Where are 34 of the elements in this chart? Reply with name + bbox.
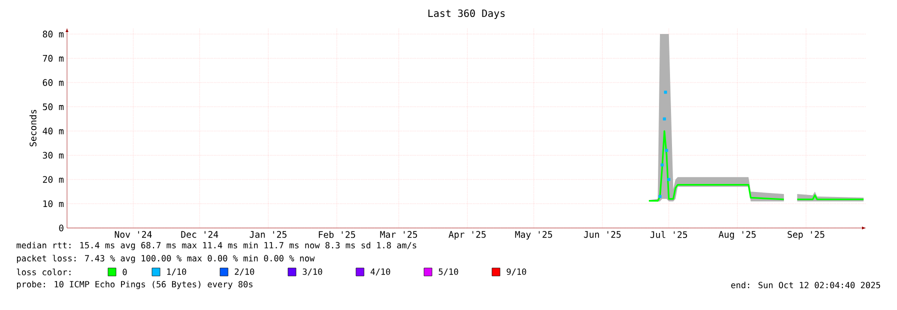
y-tick-label: 40 m bbox=[42, 128, 64, 134]
y-tick-label: 30 m bbox=[42, 152, 64, 159]
legend-label: 0 bbox=[122, 268, 127, 276]
y-tick-label: 70 m bbox=[42, 54, 64, 62]
x-tick-label: May '25 bbox=[515, 231, 552, 240]
y-tick-label: 60 m bbox=[42, 79, 64, 86]
x-tick-label: Dec '24 bbox=[181, 231, 218, 238]
x-tick-label: Aug '25 bbox=[718, 231, 756, 240]
y-tick-label: 50 m bbox=[42, 103, 64, 110]
y-axis-title: Seconds bbox=[29, 110, 36, 146]
y-tick-label: 20 m bbox=[42, 176, 64, 183]
y-tick-label: 80 m bbox=[42, 30, 64, 38]
legend-title: loss color: bbox=[16, 268, 70, 276]
legend-label: 2/10 bbox=[234, 268, 254, 276]
x-tick-label: Jun '25 bbox=[584, 231, 621, 238]
legend-label: 9/10 bbox=[506, 268, 526, 276]
legend-label: 1/10 bbox=[167, 268, 186, 276]
legend-label: 3/10 bbox=[302, 268, 322, 276]
legend-label: 4/10 bbox=[370, 268, 390, 276]
y-tick-label: 0 bbox=[59, 224, 64, 232]
x-tick-label: Nov '24 bbox=[114, 231, 152, 238]
x-tick-label: Sep '25 bbox=[788, 231, 824, 240]
x-tick-label: Jan '25 bbox=[250, 231, 286, 238]
legend-label: 5/10 bbox=[438, 268, 458, 276]
x-tick-label: Apr '25 bbox=[448, 231, 486, 240]
x-tick-label: Jul '25 bbox=[650, 231, 688, 238]
text: packet loss: 7.43 % avg 100.00 % max 0.00 % min 0.00 % now bbox=[17, 254, 315, 264]
x-tick-label: Mar '25 bbox=[380, 231, 418, 238]
chart-title: Last 360 Days bbox=[428, 9, 505, 19]
text: end: Sun Oct 12 02:04:40 2025 bbox=[731, 282, 880, 288]
y-tick-label: 10 m bbox=[43, 200, 64, 208]
text: median rtt: 15.4 ms avg 68.7 ms max 11.4 ms min 11.7 ms now 8.3 ms sd 1.8 am/s bbox=[16, 242, 416, 250]
text: probe: 10 ICMP Echo Pings (56 Bytes) every 80s bbox=[17, 280, 252, 290]
x-tick-label: Feb '25 bbox=[318, 231, 356, 238]
